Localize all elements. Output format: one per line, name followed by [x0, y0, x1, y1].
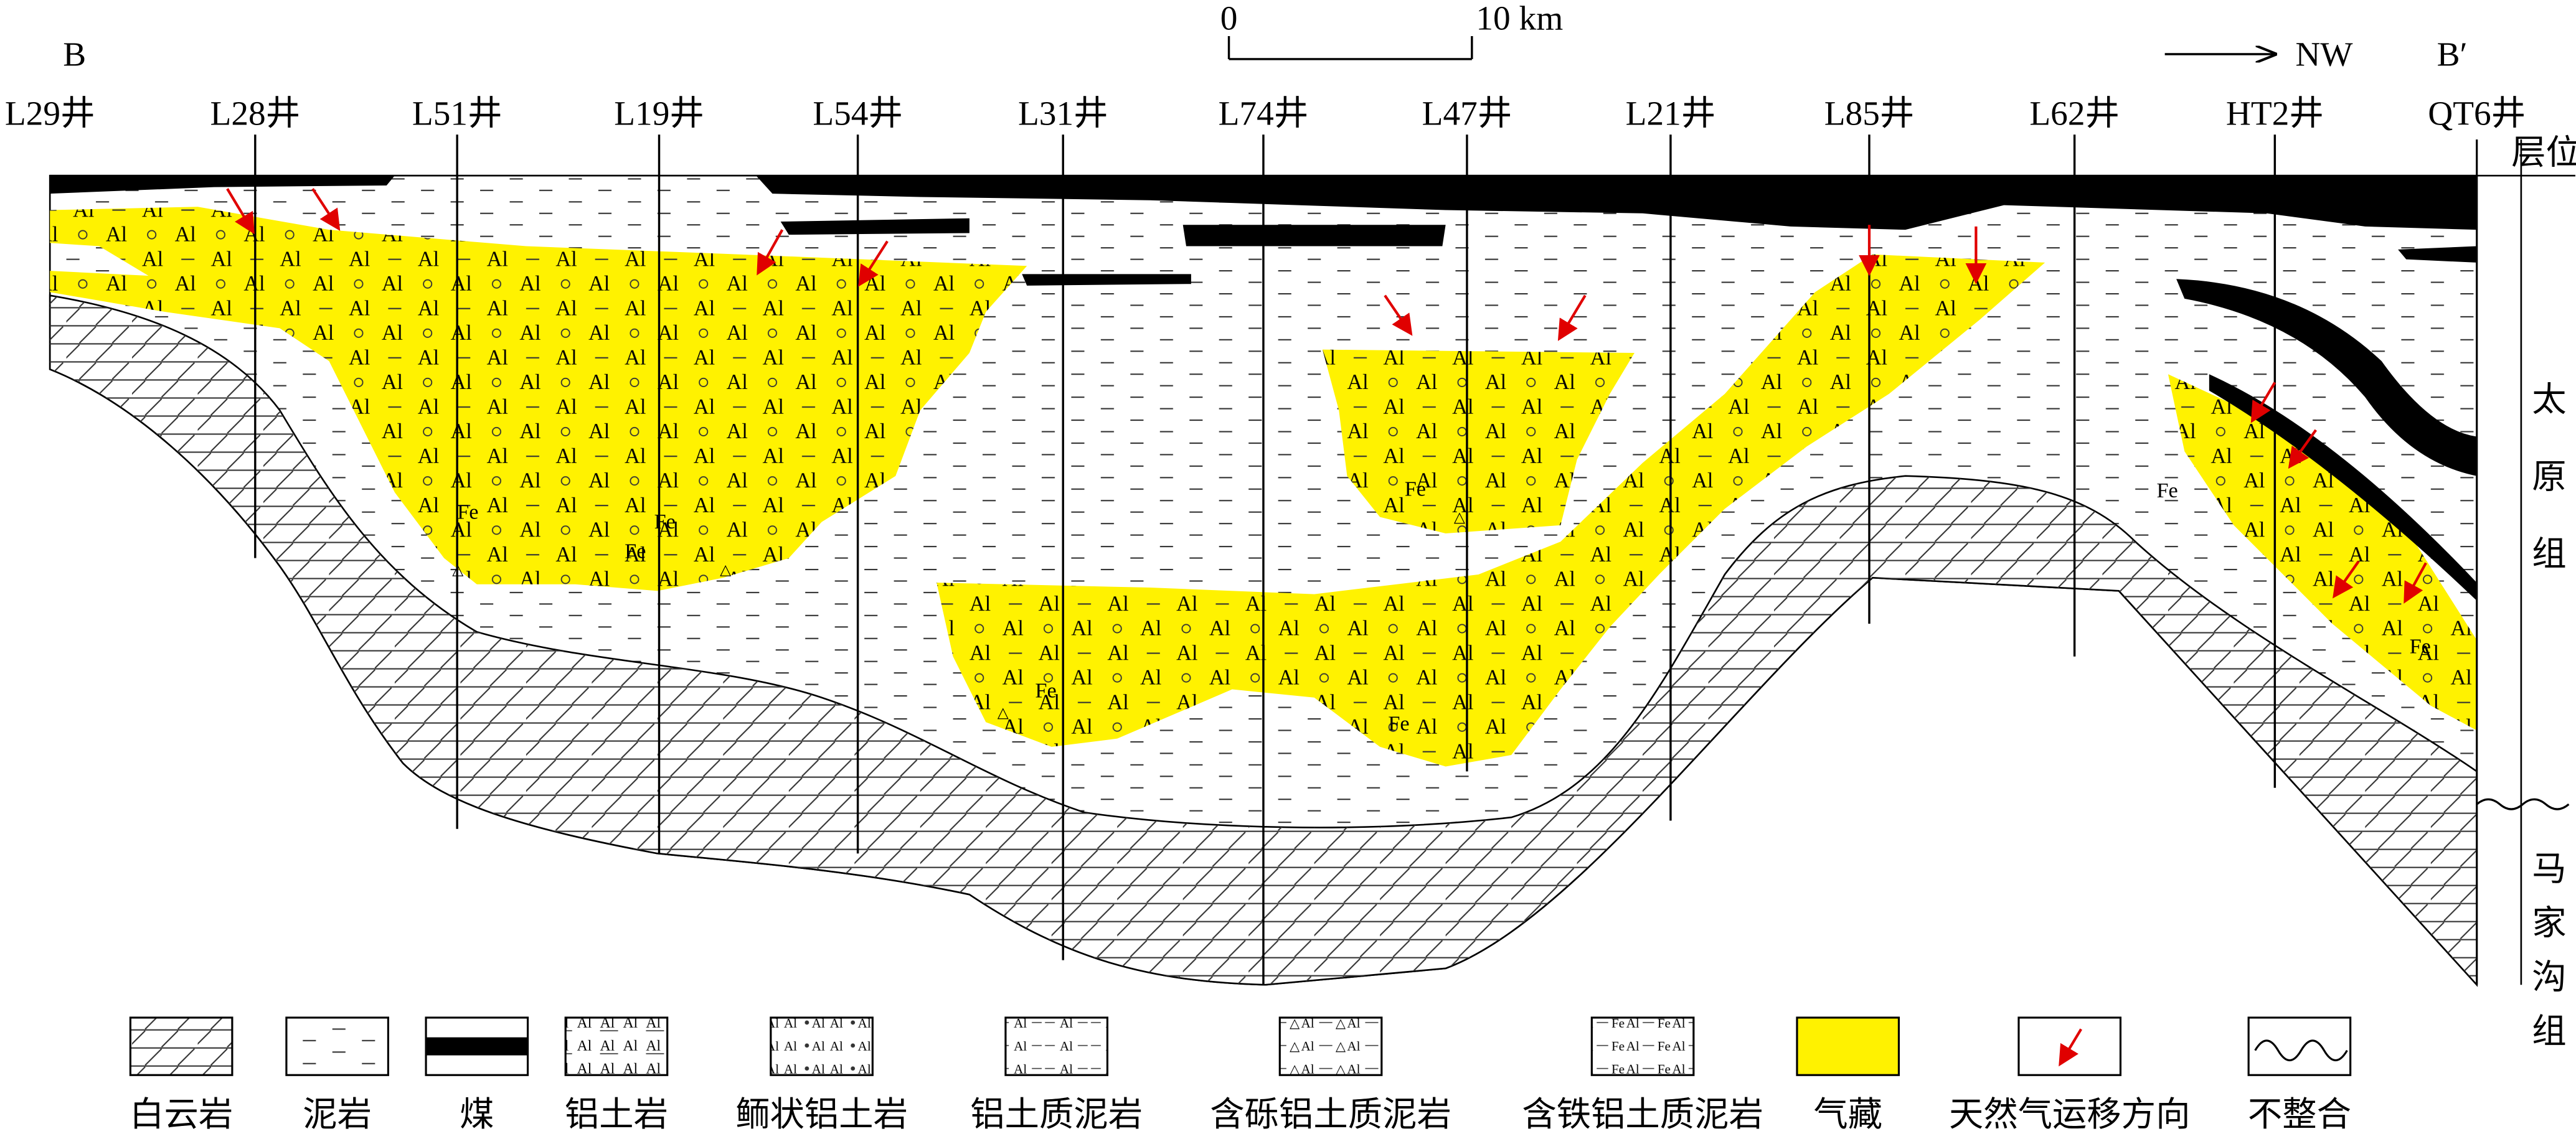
unconformity-mark	[2476, 798, 2570, 810]
migration-arrow	[2404, 562, 2427, 604]
migration-arrow	[858, 240, 889, 287]
direction-label: NW	[2295, 35, 2353, 73]
iron-symbol: Fe	[1405, 477, 1426, 500]
legend-item: 不整合	[2247, 1016, 2352, 1133]
coal	[50, 176, 2477, 601]
legend-wave	[2254, 1039, 2348, 1062]
well-label: L29井	[5, 94, 95, 132]
legend-swatch	[770, 1016, 874, 1076]
legend-arrow	[2059, 1028, 2082, 1067]
migration-arrow	[2288, 429, 2317, 469]
stratum-upper: 太原组	[2527, 381, 2566, 612]
gravel-symbol: △	[720, 562, 732, 578]
well-label: L47井	[1422, 94, 1512, 132]
well-label: L21井	[1626, 94, 1716, 132]
well-label: L28井	[210, 94, 301, 132]
legend-item: 天然气运移方向	[1949, 1016, 2191, 1133]
legend-swatch	[1590, 1016, 1695, 1076]
migration-arrow	[226, 188, 255, 235]
legend-item: 铝土质泥岩	[970, 1016, 1143, 1133]
iron-symbol: Fe	[1388, 711, 1409, 735]
legend-label: 泥岩	[303, 1095, 372, 1133]
legend-label: 气藏	[1813, 1095, 1882, 1133]
legend-swatch	[285, 1016, 389, 1076]
legend-item: 铝土岩	[564, 1016, 669, 1133]
well-label: L85井	[1824, 94, 1915, 132]
legend-label: 铝土质泥岩	[970, 1095, 1143, 1133]
legend-item: 煤	[425, 1016, 529, 1133]
migration-arrow	[311, 188, 341, 231]
scale-start: 0	[1220, 0, 1238, 37]
section-start: B	[63, 35, 86, 73]
iron-symbol: Fe	[1035, 679, 1056, 703]
legend-item: 含砾铝土质泥岩	[1210, 1016, 1451, 1133]
legend-coal	[426, 1037, 528, 1056]
legend-swatch	[1278, 1016, 1383, 1076]
legend-label: 煤	[460, 1095, 494, 1133]
dolomite-texture	[50, 295, 2477, 985]
legend-label: 含铁铝土质泥岩	[1522, 1095, 1763, 1133]
migration-arrow	[1557, 294, 1587, 341]
legend-label: 含砾铝土质泥岩	[1210, 1095, 1451, 1133]
legend-swatch	[2247, 1016, 2352, 1076]
stratum-lower: 马家沟组	[2527, 850, 2566, 1067]
legend-item: 泥岩	[285, 1016, 389, 1133]
legend-swatch	[564, 1016, 669, 1076]
well-label: HT2井	[2226, 94, 2324, 132]
gas-texture	[50, 207, 2477, 767]
migration-arrow	[2333, 560, 2360, 599]
legend-item: 气藏	[1796, 1016, 1900, 1133]
migration-arrow	[1384, 294, 1413, 336]
iron-symbol: Fe	[457, 500, 478, 523]
legend-label: 不整合	[2248, 1095, 2351, 1133]
section-end: B′	[2437, 35, 2468, 73]
well-label: L74井	[1219, 94, 1309, 132]
legend-item: 鲕状铝土岩	[735, 1016, 908, 1133]
legend-swatch	[1796, 1016, 1900, 1076]
legend-item: 含铁铝土质泥岩	[1522, 1016, 1763, 1133]
well-label: L31井	[1018, 94, 1108, 132]
legend-label: 天然气运移方向	[1949, 1095, 2191, 1133]
scale-bar	[1227, 36, 1473, 60]
legend-label: 白云岩	[130, 1095, 233, 1133]
migration-arrow	[757, 229, 784, 276]
iron-symbol: Fe	[625, 540, 646, 563]
well-label: L19井	[614, 94, 704, 132]
migration-arrow	[2250, 382, 2276, 423]
legend-label: 铝土岩	[565, 1095, 668, 1133]
gravel-symbol: △	[998, 705, 1009, 721]
scale-end: 10 km	[1476, 0, 1563, 37]
well-label: L51井	[412, 94, 502, 132]
well-label: L62井	[2029, 94, 2120, 132]
legend-item: 白云岩	[129, 1016, 234, 1133]
legend-label: 鲕状铝土岩	[735, 1095, 908, 1133]
gravel-symbol: △	[452, 562, 464, 578]
gravel-symbol: △	[1454, 510, 1466, 526]
well-label: L54井	[813, 94, 903, 132]
legend-swatch	[1004, 1016, 1109, 1076]
column-title: 层位	[2511, 134, 2576, 172]
iron-symbol: Fe	[2410, 635, 2431, 659]
iron-symbol: Fe	[654, 510, 676, 533]
well-label: QT6井	[2428, 94, 2526, 132]
iron-symbol: Fe	[2156, 479, 2177, 502]
legend-swatch	[129, 1016, 234, 1076]
